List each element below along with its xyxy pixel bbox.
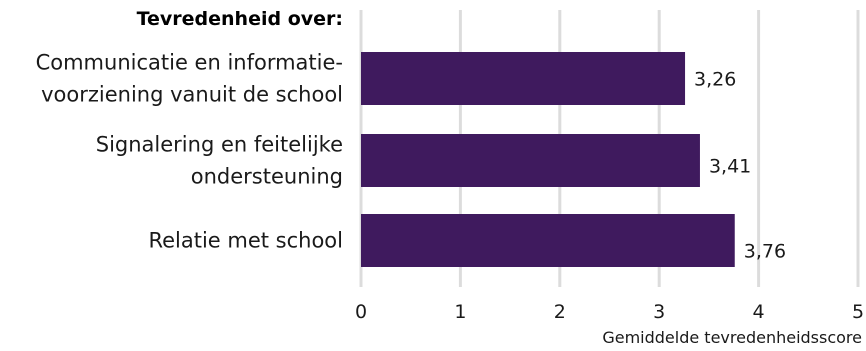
data-label: 3,76	[744, 241, 786, 263]
x-axis-title: Gemiddelde tevredenheidsscore	[602, 328, 862, 347]
x-tick-label: 2	[554, 301, 566, 323]
category-label: Communicatie en informatie-	[36, 51, 343, 75]
bars	[361, 52, 735, 267]
bar-1	[361, 134, 700, 187]
bar-0	[361, 52, 686, 105]
x-tick-label: 4	[753, 301, 765, 323]
category-heading: Tevredenheid over:	[137, 8, 343, 30]
data-label: 3,41	[709, 156, 751, 178]
labels: 0 1 2 3 4 5 3,26 Communicatie en informatie-voo…	[36, 51, 864, 324]
x-tick-label: 3	[653, 301, 665, 323]
category-label: voorziening vanuit de school	[41, 83, 343, 107]
x-tick-label: 1	[454, 301, 466, 323]
x-tick-label: 0	[355, 301, 367, 323]
bar-2	[361, 214, 735, 267]
x-tick-label: 5	[852, 301, 864, 323]
category-label: Relatie met school	[148, 229, 343, 253]
category-label: Signalering en feitelijke	[96, 133, 343, 157]
category-label: ondersteuning	[191, 165, 343, 189]
data-label: 3,26	[694, 69, 736, 91]
